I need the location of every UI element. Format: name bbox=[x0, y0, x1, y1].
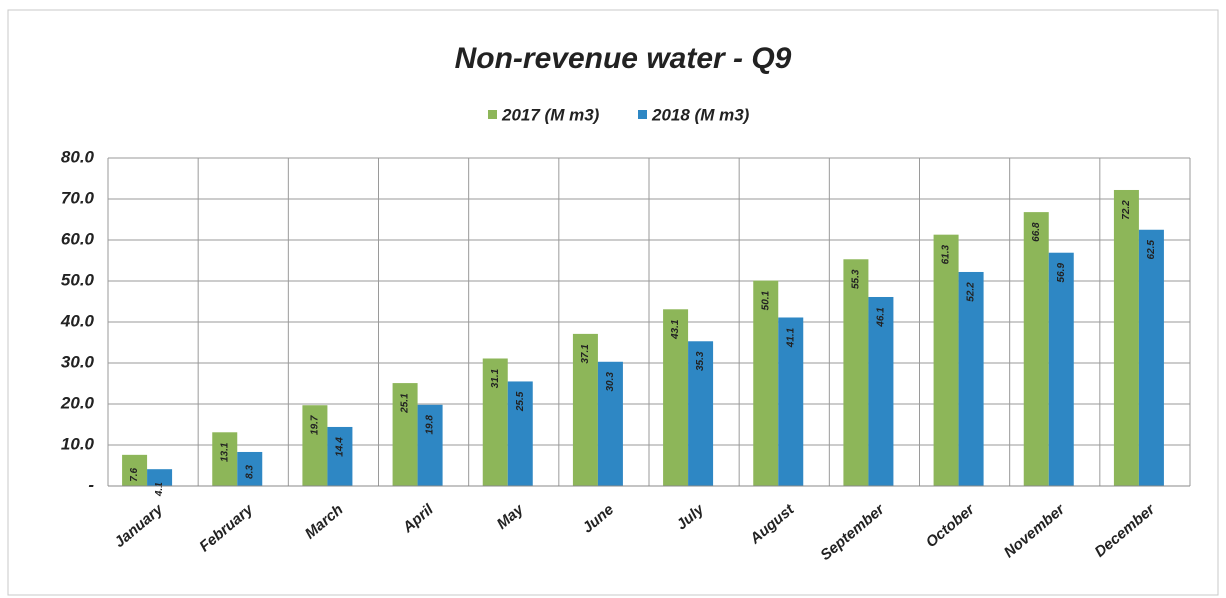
y-tick-label: 50.0 bbox=[61, 270, 95, 289]
data-label: 43.1 bbox=[670, 319, 681, 340]
bar bbox=[392, 383, 418, 486]
bar bbox=[843, 259, 869, 486]
data-label: 4.1 bbox=[154, 482, 165, 497]
data-label: 72.2 bbox=[1121, 200, 1132, 220]
bar bbox=[147, 469, 173, 486]
data-label: 50.1 bbox=[760, 290, 771, 310]
data-label: 35.3 bbox=[695, 351, 706, 371]
bar bbox=[417, 404, 443, 486]
data-label: 41.1 bbox=[785, 327, 796, 348]
legend-label: 2018 (M m3) bbox=[651, 105, 750, 124]
bar bbox=[597, 361, 623, 486]
bar bbox=[958, 271, 984, 486]
data-label: 25.1 bbox=[400, 393, 411, 414]
data-label: 66.8 bbox=[1031, 222, 1042, 242]
bar bbox=[933, 234, 959, 486]
bar bbox=[507, 381, 533, 486]
bar bbox=[122, 454, 148, 486]
data-label: 19.7 bbox=[310, 415, 321, 435]
bar bbox=[778, 317, 804, 486]
bar bbox=[1138, 229, 1164, 486]
y-tick-label: 40.0 bbox=[60, 311, 95, 330]
legend-swatch bbox=[638, 110, 647, 119]
bar bbox=[302, 405, 328, 486]
data-label: 37.1 bbox=[580, 344, 591, 364]
chart-frame bbox=[7, 9, 1219, 596]
data-label: 61.3 bbox=[941, 245, 952, 265]
bar bbox=[663, 309, 689, 486]
y-tick-label: - bbox=[88, 475, 94, 494]
y-tick-label: 60.0 bbox=[61, 229, 95, 248]
legend-swatch bbox=[488, 110, 497, 119]
y-tick-label: 10.0 bbox=[61, 434, 95, 453]
bar bbox=[1113, 189, 1139, 487]
data-label: 62.5 bbox=[1146, 240, 1157, 260]
data-label: 52.2 bbox=[966, 282, 977, 302]
data-label: 14.4 bbox=[335, 437, 346, 457]
data-label: 19.8 bbox=[425, 415, 436, 435]
y-tick-label: 80.0 bbox=[61, 147, 95, 166]
bar bbox=[868, 296, 894, 486]
legend-label: 2017 (M m3) bbox=[501, 105, 600, 124]
data-label: 30.3 bbox=[605, 372, 616, 392]
data-label: 25.5 bbox=[515, 391, 526, 412]
bar bbox=[753, 280, 779, 486]
data-label: 46.1 bbox=[876, 307, 887, 328]
bar bbox=[688, 341, 714, 486]
chart-title: Non-revenue water - Q9 bbox=[455, 42, 792, 75]
data-label: 13.1 bbox=[219, 442, 230, 462]
bar bbox=[482, 358, 508, 486]
bar bbox=[212, 432, 238, 486]
data-label: 31.1 bbox=[490, 368, 501, 388]
data-label: 56.9 bbox=[1056, 263, 1067, 283]
bar bbox=[327, 426, 353, 486]
bar bbox=[237, 451, 263, 486]
data-label: 8.3 bbox=[244, 465, 255, 479]
y-tick-label: 20.0 bbox=[60, 393, 95, 412]
data-label: 7.6 bbox=[129, 467, 140, 481]
y-tick-label: 70.0 bbox=[61, 188, 95, 207]
bar bbox=[1023, 212, 1049, 486]
data-label: 55.3 bbox=[851, 269, 862, 289]
bar bbox=[572, 333, 598, 486]
y-tick-label: 30.0 bbox=[61, 352, 95, 371]
bar bbox=[1048, 252, 1074, 486]
